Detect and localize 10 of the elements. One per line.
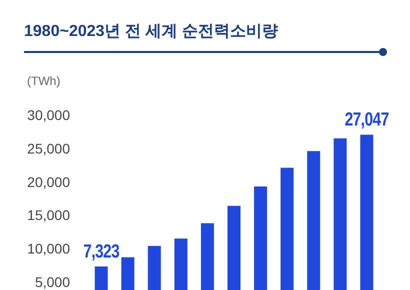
y-tick-label: 10,000 xyxy=(27,240,70,257)
data-label: 27,047 xyxy=(344,108,389,130)
y-tick-label: 20,000 xyxy=(27,174,70,190)
y-tick-label: 5,000 xyxy=(34,274,70,290)
y-axis-title: (TWh) xyxy=(27,74,60,88)
y-tick-label: 30,000 xyxy=(27,107,70,123)
data-label: 7,323 xyxy=(83,240,120,262)
y-tick-label: 25,000 xyxy=(27,140,70,156)
y-tick-label: 15,000 xyxy=(27,207,70,224)
title: 1980~2023년 전 세계 순전력소비량 xyxy=(24,23,278,40)
